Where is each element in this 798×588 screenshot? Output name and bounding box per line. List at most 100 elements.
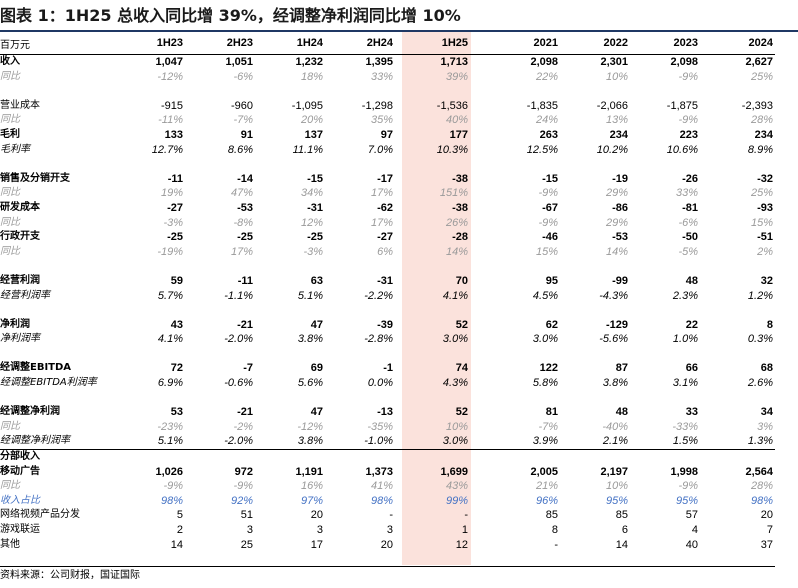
table-cell: 3.0% bbox=[442, 333, 468, 346]
table-cell: 10.6% bbox=[666, 143, 698, 156]
table-cell: 972 bbox=[234, 465, 253, 478]
table-cell: 43% bbox=[445, 480, 468, 493]
table-cell: 70 bbox=[455, 274, 468, 287]
table-cell: 234 bbox=[609, 128, 628, 141]
table-cell: 6% bbox=[377, 245, 393, 258]
table-row: 经调整EBITDA利润率 6.9% -0.6% 5.6% 0.0% 4.3% 5.8% 3.8… bbox=[0, 376, 775, 391]
table-cell: 10% bbox=[605, 70, 628, 83]
table-cell: 33 bbox=[685, 406, 698, 419]
table-cell: 12% bbox=[300, 216, 323, 229]
col-header: 2021 bbox=[470, 32, 560, 55]
table-cell: 10.2% bbox=[596, 143, 628, 156]
row-label: 研发成本 bbox=[0, 201, 40, 213]
row-label: 经营利润 bbox=[0, 274, 40, 286]
table-cell bbox=[560, 259, 630, 274]
table-cell: -27 bbox=[377, 231, 393, 244]
table-cell: -1,298 bbox=[361, 99, 393, 112]
table-cell: 14% bbox=[605, 245, 628, 258]
table-cell bbox=[130, 450, 185, 465]
row-label: 移动广告 bbox=[0, 465, 40, 477]
table-cell: -9% bbox=[538, 187, 558, 200]
table-cell: -25 bbox=[237, 231, 253, 244]
table-cell bbox=[395, 259, 470, 274]
table-cell bbox=[470, 391, 560, 406]
row-label: 网络视频产品分发 bbox=[0, 509, 80, 521]
table-cell: -17 bbox=[377, 172, 393, 185]
table-cell bbox=[700, 157, 775, 172]
table-cell: -9% bbox=[678, 480, 698, 493]
table-cell: 2% bbox=[757, 245, 773, 258]
table-cell: -86 bbox=[612, 201, 628, 214]
table-cell: -99 bbox=[612, 274, 628, 287]
header-row: 百万元 1H23 2H23 1H24 2H24 1H25 2021 2022 2… bbox=[0, 32, 775, 55]
table-cell: 5.1% bbox=[130, 434, 185, 451]
table-cell bbox=[185, 259, 255, 274]
table-cell: -3% bbox=[303, 245, 323, 258]
table-cell: -31 bbox=[307, 201, 323, 214]
table-cell bbox=[560, 303, 630, 318]
table-cell: 133 bbox=[164, 128, 183, 141]
table-cell: 52 bbox=[455, 406, 468, 419]
table-row: 同比 -23% -2% -12% -35% 10% -7% -40% -33% 3% bbox=[0, 420, 775, 435]
row-label: 同比 bbox=[0, 245, 20, 257]
financial-table: 百万元 1H23 2H23 1H24 2H24 1H25 2021 2022 2… bbox=[0, 32, 775, 552]
table-cell: 34% bbox=[300, 187, 323, 200]
table-cell: 34 bbox=[760, 406, 773, 419]
table-cell: - bbox=[464, 509, 468, 522]
table-row: 销售及分销开支 -11 -14 -15 -17 -38 -15 -19 -26 -32 bbox=[0, 172, 775, 187]
table-cell bbox=[700, 391, 775, 406]
table-cell bbox=[325, 391, 395, 406]
table-cell bbox=[130, 259, 185, 274]
table-cell bbox=[255, 84, 325, 99]
table-cell: -2.0% bbox=[224, 333, 253, 346]
table-cell: 20 bbox=[760, 509, 773, 522]
table-cell: -11% bbox=[158, 114, 183, 127]
table-cell: 98% bbox=[750, 494, 773, 507]
table-cell: 12.7% bbox=[151, 143, 183, 156]
table-cell bbox=[325, 450, 395, 465]
table-cell: -38 bbox=[452, 172, 468, 185]
table-cell: 28% bbox=[750, 480, 773, 493]
table-cell: 20% bbox=[300, 114, 323, 127]
table-row: 净利润率 4.1% -2.0% 3.8% -2.8% 3.0% 3.0% -5.6% 1.0% 0… bbox=[0, 332, 775, 347]
table-cell: 4 bbox=[691, 524, 698, 536]
table-cell: 19% bbox=[160, 187, 183, 200]
table-cell: -32 bbox=[757, 172, 773, 185]
table-cell: -4.3% bbox=[599, 289, 628, 302]
table-cell bbox=[185, 157, 255, 172]
table-cell: 3 bbox=[316, 524, 323, 536]
table-cell: 53 bbox=[170, 406, 183, 419]
table-cell: -25 bbox=[307, 231, 323, 244]
table-cell: -0.6% bbox=[224, 377, 253, 390]
table-row: 净利润 43 -21 47 -39 52 62 -129 22 8 bbox=[0, 318, 775, 333]
row-label bbox=[0, 259, 130, 274]
row-label: 游戏联运 bbox=[0, 524, 40, 535]
table-cell: -9% bbox=[678, 114, 698, 127]
table-row: 经调整净利润率 5.1% -2.0% 3.8% -1.0% 3.0% 3.9% 2.1% 1.5… bbox=[0, 434, 775, 451]
table-cell: 3.0% bbox=[532, 333, 558, 346]
col-header: 2024 bbox=[700, 32, 775, 55]
table-cell: -7% bbox=[538, 420, 558, 433]
table-cell: 18% bbox=[300, 70, 323, 83]
table-cell bbox=[395, 84, 470, 99]
table-cell: -2.8% bbox=[364, 333, 393, 346]
table-cell: -3% bbox=[163, 216, 183, 229]
table-cell: 22 bbox=[685, 318, 698, 331]
table-cell: 0.0% bbox=[367, 377, 393, 390]
table-cell: -39 bbox=[377, 318, 393, 331]
table-cell: -1.1% bbox=[224, 289, 253, 302]
table-cell: 17% bbox=[230, 245, 253, 258]
table-cell: -67 bbox=[542, 201, 558, 214]
col-header: 1H23 bbox=[130, 32, 185, 55]
table-cell: 22% bbox=[535, 70, 558, 83]
table-row: 营业成本 -915 -960 -1,095 -1,298 -1,536 -1,835 -2,0… bbox=[0, 99, 775, 114]
table-cell: 97 bbox=[380, 128, 393, 141]
col-header: 1H25 bbox=[395, 32, 470, 55]
row-label: 经营利润率 bbox=[0, 289, 50, 301]
table-cell bbox=[255, 347, 325, 362]
table-cell bbox=[395, 347, 470, 362]
table-cell: -12% bbox=[157, 70, 183, 83]
table-cell: 4.1% bbox=[157, 333, 183, 346]
table-row: 同比 19% 47% 34% 17% 151% -9% 29% 33% 25% bbox=[0, 186, 775, 201]
table-cell bbox=[325, 303, 395, 318]
